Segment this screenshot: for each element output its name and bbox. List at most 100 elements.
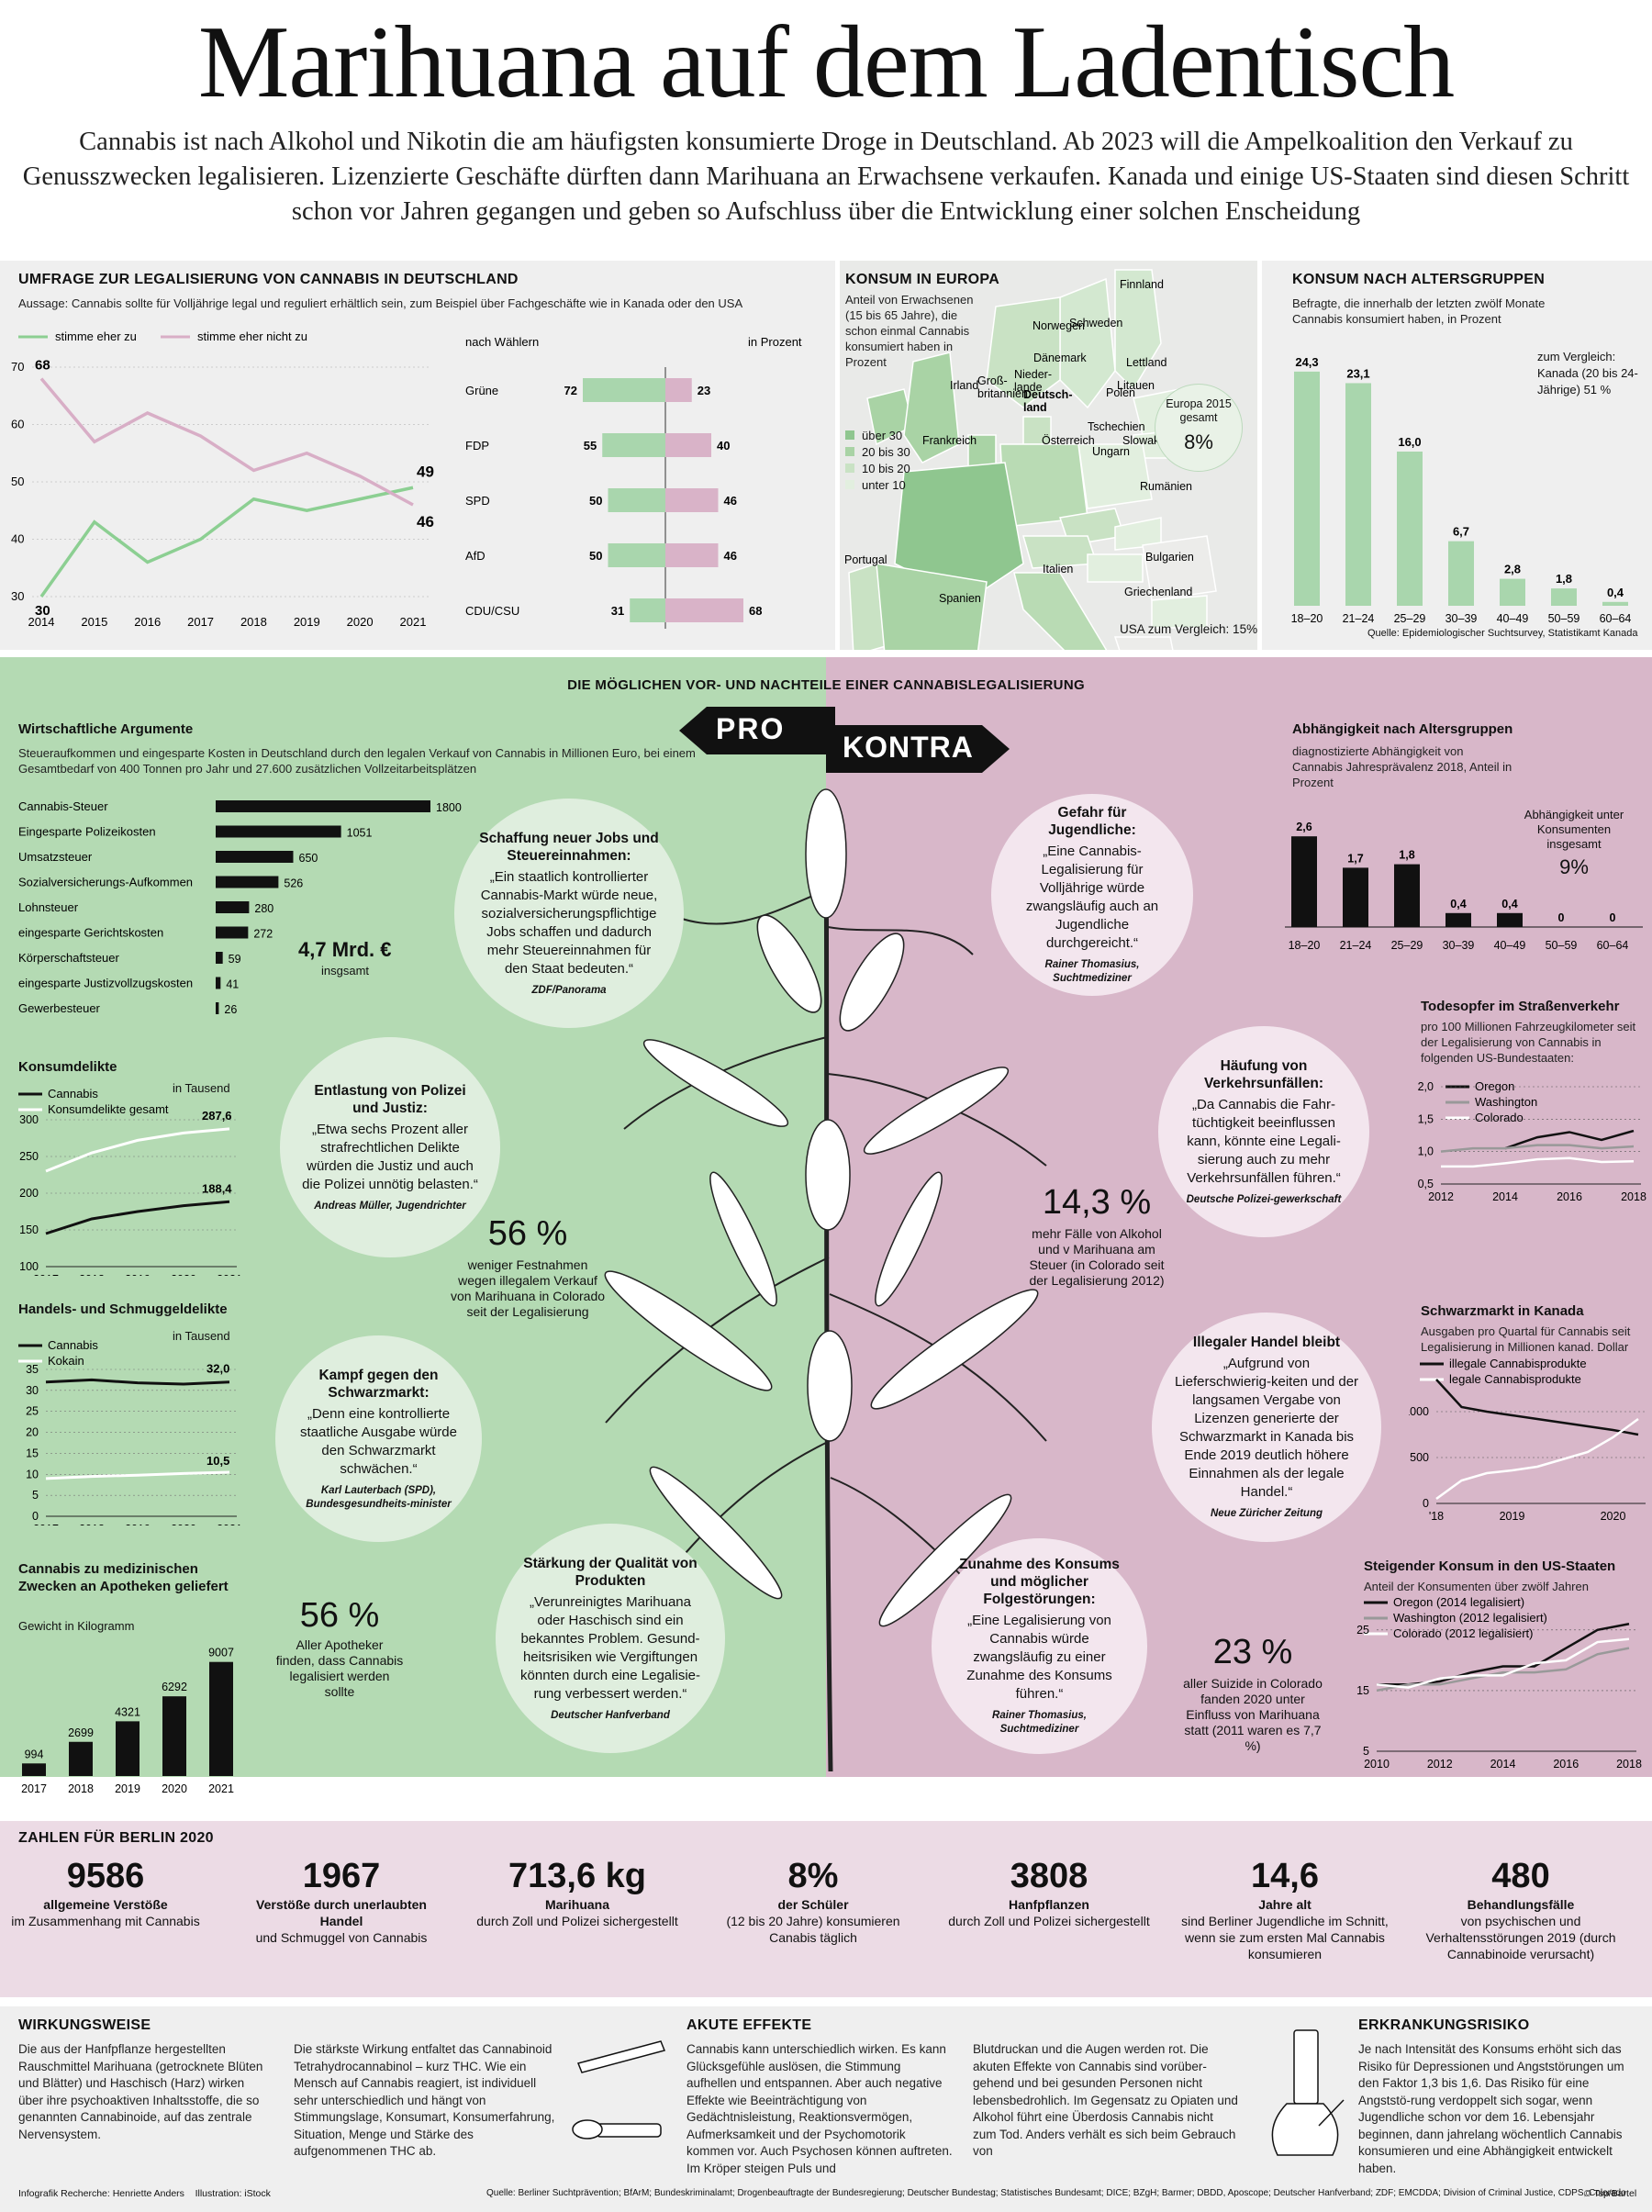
circle-text: „Eine Cannabis-Legalisierung für Volljäh…	[1025, 843, 1159, 951]
berlin-stat-desc: im Zusammenhang mit Cannabis	[11, 1914, 200, 1928]
medical-chart: 994 2017 2699 2018 4321 2019 6292 2020 9007 2021	[21, 1647, 234, 1795]
category-label: Gewerbesteuer	[18, 1001, 101, 1015]
x-tick-label: 2017	[33, 1523, 59, 1525]
bar-yes	[602, 433, 665, 457]
bar-value: 24,3	[1295, 355, 1318, 369]
bar-value: 0,4	[1450, 898, 1466, 910]
y-tick-label: 0	[1423, 1497, 1429, 1510]
x-tick-label: '18	[1429, 1510, 1444, 1523]
x-tick-label: 2019	[125, 1273, 151, 1276]
colorado-arrest-value: 56 %	[487, 1214, 568, 1253]
circle-title: Schaffung neuer Jobs und Steuereinnahmen…	[479, 830, 659, 864]
x-tick-label: 2017	[33, 1273, 59, 1276]
bottom-panel	[0, 2006, 1652, 2212]
bar-value: 4321	[115, 1705, 140, 1718]
x-tick-label: 2021	[217, 1523, 242, 1525]
x-tick-label: 18–20	[1289, 939, 1321, 952]
berlin-stat-text: Verstöße durch unerlaubten Handel und Sch…	[236, 1896, 447, 1946]
series-line-1	[1376, 1647, 1630, 1693]
contra-label: KONTRA	[843, 731, 974, 764]
x-tick-label: 2019	[125, 1523, 151, 1525]
circle-traffic: Häufung von Verkehrsunfällen: „Da Cannab…	[1158, 1026, 1369, 1237]
berlin-panel	[0, 1821, 1652, 1997]
bar-yes	[608, 543, 665, 567]
circle-source: Deutsche Polizei-gewerkschaft	[1186, 1193, 1342, 1205]
bar-value: 6292	[162, 1681, 187, 1693]
bar-value: 59	[229, 953, 241, 966]
europe-total-circle: Europa 2015 gesamt 8%	[1155, 384, 1243, 472]
usconsum-chart: Oregon (2014 legalisiert) Washington (201…	[1356, 1595, 1642, 1771]
x-tick-label: 40–49	[1494, 939, 1526, 952]
circle-source: Karl Lauterbach (SPD), Bundesgesundheits…	[306, 1484, 452, 1510]
bar-value-yes: 50	[589, 549, 602, 563]
suicide-stat-text: aller Suizide in Colorado fanden 2020 un…	[1183, 1676, 1323, 1753]
berlin-stat: 713,6 kg Marihuana durch Zoll und Polizei …	[472, 1856, 683, 1929]
dependency-chart: 2,6 18–20 1,7 21–24 1,8 25–29 0,4 30–39 0,4 40–49…	[1285, 821, 1643, 952]
circle-text: „Denn eine kontrollierte staatliche Ausg…	[300, 1405, 457, 1477]
country-label: Schweden	[1069, 317, 1122, 330]
circle-text: „Verunreinigtes Marihuana oder Haschisch…	[520, 1593, 700, 1702]
legend-swatch	[845, 430, 854, 440]
bar-value: 41	[226, 978, 239, 991]
x-tick-label: 2016	[134, 615, 161, 629]
age-subtitle: Befragte, die innerhalb der letzten zwöl…	[1292, 296, 1546, 326]
colorado-arrest-text: weniger Festnahmen wegen illegalem Verka…	[450, 1257, 606, 1319]
legend-label-yes: stimme eher zu	[55, 330, 137, 343]
x-tick-label: 2020	[347, 615, 374, 629]
category-label: Lohnsteuer	[18, 900, 79, 914]
trade-crime-title: Handels- und Schmuggeldelikte	[18, 1302, 228, 1317]
country-shape	[903, 352, 960, 464]
berlin-stat-text: Hanfpflanzen durch Zoll und Polizei siche…	[943, 1896, 1155, 1929]
europe-title: KONSUM IN EUROPA	[845, 272, 1000, 287]
bar-no	[665, 378, 692, 402]
bar	[1551, 588, 1577, 606]
bar-value: 26	[224, 1003, 237, 1016]
europe-legend: über 30 20 bis 30 10 bis 20 unter 10	[845, 428, 910, 494]
series-line-1	[45, 1127, 230, 1173]
bar-value: 1051	[347, 827, 373, 840]
circle-blackmarket: Kampf gegen den Schwarzmarkt: „Denn eine…	[275, 1335, 482, 1542]
medical-title: Cannabis zu medizinischen Zwecken an Apo…	[18, 1561, 229, 1594]
x-tick-label: 2014	[1492, 1190, 1518, 1203]
x-tick-label: 2018	[240, 615, 267, 629]
berlin-stat-desc: (12 bis 20 Jahre) konsumieren Canabis tä…	[726, 1914, 900, 1945]
berlin-stat-bold: Verstöße durch unerlaubten Handel	[256, 1897, 427, 1928]
x-tick-label: 30–39	[1443, 939, 1475, 952]
circle-quality: Stärkung der Qualität von Produkten „Ver…	[496, 1524, 725, 1753]
survey-title: UMFRAGE ZUR LEGALISIERUNG VON CANNABIS I…	[18, 272, 519, 287]
acute-title: AKUTE EFFEKTE	[686, 2017, 812, 2033]
data-label: 68	[35, 358, 50, 374]
legend-label: Cannabis	[48, 1338, 98, 1352]
data-label: 188,4	[202, 1181, 232, 1195]
series-line-0	[39, 486, 414, 598]
country-shape	[894, 462, 1024, 601]
pipe-illustration	[572, 2040, 666, 2139]
circle-text: „Etwa sechs Prozent aller strafrechtlich…	[302, 1121, 478, 1192]
circle-title: Zunahme des Konsums und möglicher Folges…	[959, 1557, 1120, 1607]
legend-label: legale Cannabisprodukte	[1449, 1372, 1581, 1386]
circle-source: Andreas Müller, Jugendrichter	[314, 1200, 466, 1212]
x-tick-label: 50–59	[1548, 612, 1580, 624]
effect-text-1: Die aus der Hanfpflanze hergestellten Ra…	[18, 2042, 263, 2141]
series-line-0	[45, 1200, 230, 1235]
berlin-stat-value: 8%	[787, 1857, 839, 1895]
category-label: Cannabis-Steuer	[18, 799, 108, 813]
x-tick-label: 2018	[79, 1523, 105, 1525]
berlin-stat-value: 9586	[66, 1857, 145, 1895]
bar-value: 6,7	[1453, 525, 1469, 539]
legend-label: 20 bis 30	[862, 445, 910, 459]
country-label: Spanien	[939, 592, 981, 605]
x-tick-label: 2018	[68, 1782, 94, 1795]
series-line-0	[45, 1378, 230, 1386]
country-label: Deutsch-land	[1023, 388, 1072, 414]
berlin-stat-bold: Behandlungsfälle	[1467, 1897, 1575, 1912]
legend-label: über 30	[862, 429, 903, 442]
legend-label: Oregon (2014 legalisiert)	[1393, 1595, 1524, 1609]
bar	[216, 1002, 219, 1014]
berlin-stat-text: der Schüler (12 bis 20 Jahre) konsumieren…	[708, 1896, 919, 1946]
circle-source: Neue Züricher Zeitung	[1210, 1508, 1323, 1519]
survey-voters-chart: nach Wählern in Prozent Grüne 72 23 FDP 55 40 SP…	[465, 335, 802, 629]
legend-item: 20 bis 30	[845, 444, 910, 461]
acute-text-2: Blutdruckan und die Augen werden rot. Di…	[973, 2042, 1238, 2158]
category-label: Umsatzsteuer	[18, 850, 93, 864]
